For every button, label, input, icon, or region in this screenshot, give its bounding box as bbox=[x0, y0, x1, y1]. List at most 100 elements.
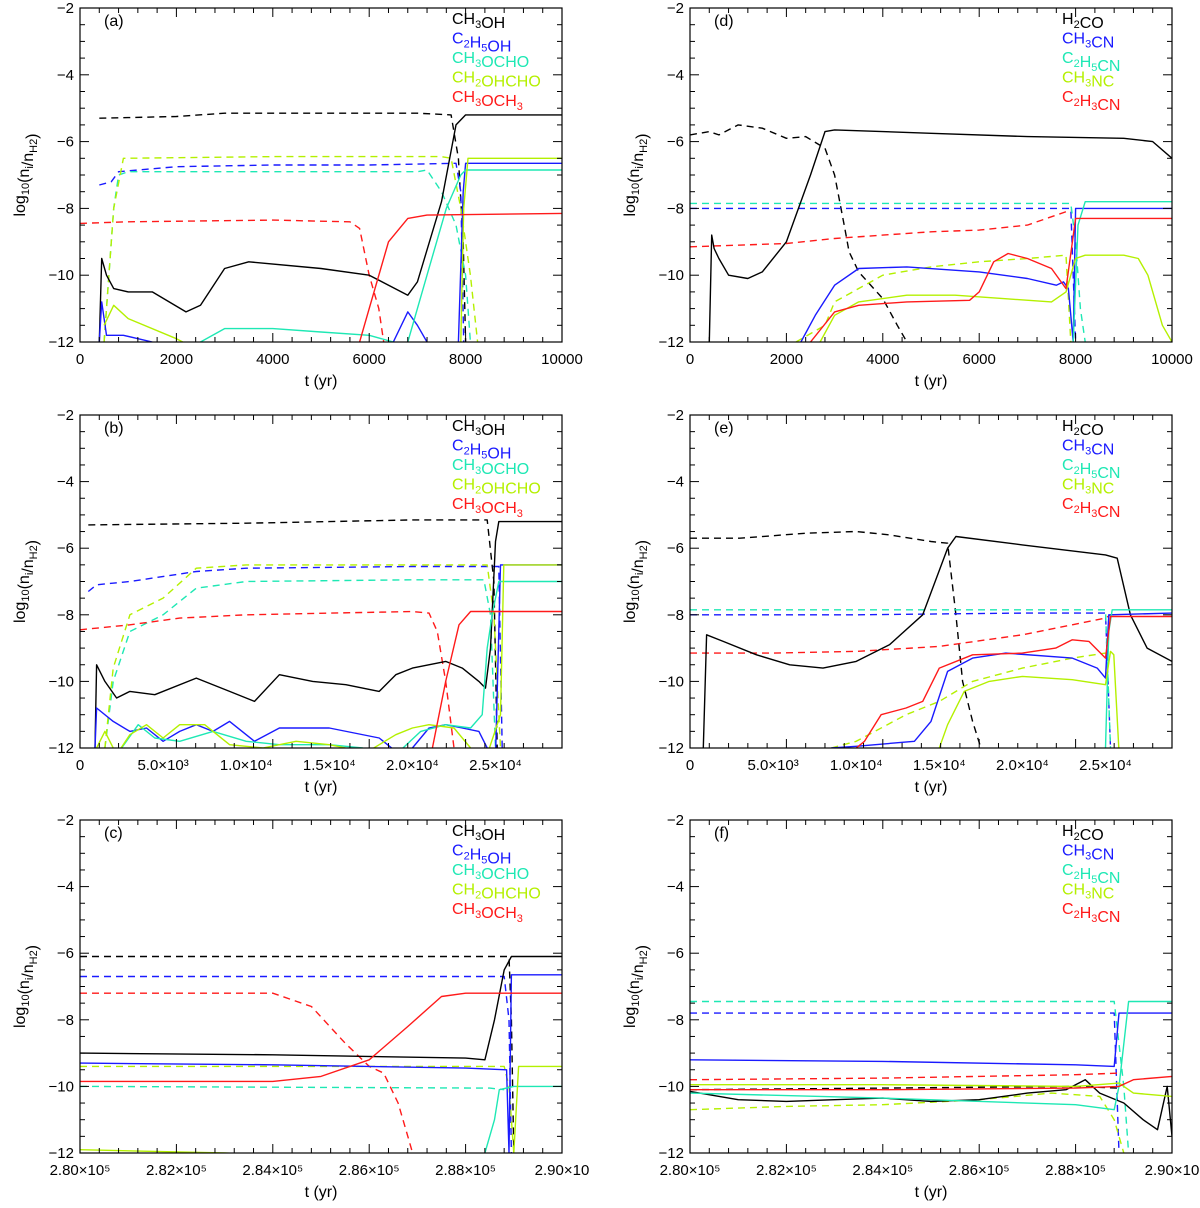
series-line-CH3NC-solid bbox=[819, 254, 1172, 342]
series-line-C2H5OH-dashed bbox=[87, 565, 503, 748]
x-tick-label: 10000 bbox=[541, 351, 583, 368]
x-tick-label: 8000 bbox=[449, 351, 482, 368]
y-tick-label: −4 bbox=[667, 879, 684, 896]
x-tick-label: 1.0×10⁴ bbox=[830, 757, 883, 774]
series-line-CH3OH-dashed bbox=[99, 112, 467, 342]
y-tick-label: −6 bbox=[667, 945, 684, 962]
chart-panel: 0 5.0×10³ 1.0×10⁴ 1.5×10⁴ 2.0×10⁴ 2.5×10⁴ −12 −… bbox=[12, 407, 563, 796]
x-tick-label: 2000 bbox=[160, 351, 193, 368]
series-line-CH2OHCHO-solid bbox=[80, 1149, 240, 1153]
panel-label: (a) bbox=[104, 13, 124, 30]
series-line-CH3OCHO-dashed bbox=[80, 1085, 505, 1091]
y-tick-label: −4 bbox=[57, 474, 74, 491]
series-line-H2CO-solid bbox=[690, 1079, 1172, 1137]
x-tick-label: 2.0×10⁴ bbox=[996, 757, 1049, 774]
x-tick-label: 4000 bbox=[866, 351, 899, 368]
series-line-C2H5OH-solid bbox=[457, 162, 562, 342]
y-tick-label: −8 bbox=[667, 200, 684, 217]
series-line-C2H5OH-dashed bbox=[99, 162, 465, 342]
series-line-CH3CN-dashed bbox=[690, 612, 1112, 748]
series-group bbox=[80, 955, 562, 1153]
y-tick-label: −8 bbox=[57, 200, 74, 217]
series-line-H2CO-solid bbox=[708, 129, 1172, 342]
y-tick-label: −10 bbox=[659, 1078, 684, 1095]
y-tick-label: −6 bbox=[57, 945, 74, 962]
y-tick-label: −6 bbox=[57, 540, 74, 557]
legend-entry-C2H3CN: C2H3CN bbox=[1062, 496, 1120, 521]
series-line-CH3OCH3-dashed bbox=[80, 610, 455, 748]
legend-entry-CH3NC: CH3NC bbox=[1062, 477, 1114, 498]
legend-entry-CH3OH: CH3OH bbox=[452, 823, 505, 844]
y-tick-label: −4 bbox=[57, 879, 74, 896]
x-tick-label: 0 bbox=[686, 757, 694, 774]
series-line-CH3OCHO-solid bbox=[484, 1085, 562, 1153]
y-tick-label: −4 bbox=[667, 474, 684, 491]
x-axis-label: t (yr) bbox=[915, 1184, 948, 1201]
y-tick-label: −2 bbox=[667, 407, 684, 424]
series-line-C2H5CN-solid bbox=[690, 1000, 1172, 1111]
panel-label: (d) bbox=[714, 13, 734, 30]
series-line-C2H3CN-dashed bbox=[690, 1072, 1120, 1081]
y-axis-label: log10(ni/nH2) bbox=[622, 540, 651, 623]
legend-entry-CH2OHCHO: CH2OHCHO bbox=[452, 882, 541, 903]
y-tick-label: −6 bbox=[57, 134, 74, 151]
x-tick-label: 0 bbox=[76, 351, 84, 368]
x-tick-label: 10000 bbox=[1151, 351, 1193, 368]
series-line-CH3OCH3-solid bbox=[431, 610, 562, 748]
x-tick-label: 2.88×10⁵ bbox=[435, 1162, 496, 1179]
y-tick-label: −2 bbox=[57, 0, 74, 17]
series-line-CH3NC-dashed bbox=[795, 254, 1072, 342]
series-group bbox=[80, 519, 562, 748]
series-line-CH3OCH3-dashed bbox=[80, 219, 385, 342]
series-line-H2CO-solid bbox=[702, 535, 1172, 748]
legend-entry-C2H5OH: C2H5OH bbox=[452, 843, 511, 868]
y-tick-label: −12 bbox=[49, 334, 74, 351]
legend-entry-CH3OCHO: CH3OCHO bbox=[452, 862, 529, 883]
y-tick-label: −4 bbox=[667, 67, 684, 84]
series-line-C2H3CN-solid bbox=[809, 217, 1172, 342]
legend-entry-CH2OHCHO: CH2OHCHO bbox=[452, 477, 541, 498]
chart-panel: 2.80×10⁵ 2.82×10⁵ 2.84×10⁵ 2.86×10⁵ 2.88×10⁵… bbox=[622, 812, 1199, 1201]
legend-entry-CH3NC: CH3NC bbox=[1062, 882, 1114, 903]
legend-entry-CH3OCH3: CH3OCH3 bbox=[452, 496, 523, 520]
x-tick-label: 2.5×10⁴ bbox=[1079, 757, 1132, 774]
series-line-C2H5CN-dashed bbox=[690, 609, 1112, 748]
legend-entry-H2CO: H2CO bbox=[1062, 11, 1104, 32]
x-tick-label: 5.0×10³ bbox=[747, 757, 798, 774]
legend-entry-CH3OCH3: CH3OCH3 bbox=[452, 901, 523, 925]
x-tick-label: 6000 bbox=[353, 351, 386, 368]
y-tick-label: −8 bbox=[57, 1012, 74, 1029]
y-tick-label: −12 bbox=[659, 1145, 684, 1162]
series-line-CH3OH-solid bbox=[80, 955, 562, 1061]
legend-entry-CH3OCHO: CH3OCHO bbox=[452, 457, 529, 478]
legend-entry-CH3OCH3: CH3OCH3 bbox=[452, 89, 523, 113]
x-tick-label: 2.84×10⁵ bbox=[242, 1162, 303, 1179]
panel-label: (f) bbox=[714, 825, 729, 842]
x-tick-label: 2.86×10⁵ bbox=[949, 1162, 1010, 1179]
series-group bbox=[690, 1000, 1172, 1153]
y-axis-label: log10(ni/nH2) bbox=[12, 133, 41, 216]
x-tick-label: 2.84×10⁵ bbox=[852, 1162, 913, 1179]
series-line-CH3NC-solid bbox=[938, 650, 1120, 748]
series-line-CH3CN-dashed bbox=[690, 1012, 1120, 1153]
series-line-CH3OCHO-solid bbox=[407, 169, 562, 342]
chart-panel: 0 2000 4000 6000 8000 10000 −12 −10 −8 −6 −4 −2 t (y… bbox=[12, 0, 583, 390]
series-line-CH3NC-solid bbox=[690, 1082, 1172, 1098]
series-line-CH2OHCHO-solid bbox=[513, 1065, 562, 1153]
series-line-H2CO-dashed bbox=[690, 530, 982, 748]
series-line-CH3NC-dashed bbox=[831, 652, 1106, 748]
x-tick-label: 5.0×10³ bbox=[137, 757, 188, 774]
series-line-CH3OCHO-solid bbox=[200, 327, 394, 342]
x-axis-label: t (yr) bbox=[915, 373, 948, 390]
panel-label: (b) bbox=[104, 420, 124, 437]
panel-label: (e) bbox=[714, 420, 734, 437]
series-line-CH2OHCHO-dashed bbox=[104, 564, 502, 748]
series-line-CH3CN-solid bbox=[831, 612, 1172, 748]
series-line-C2H5OH-solid bbox=[392, 311, 428, 342]
x-tick-label: 0 bbox=[76, 757, 84, 774]
series-line-H2CO-dashed bbox=[690, 1085, 1120, 1091]
y-tick-label: −8 bbox=[57, 607, 74, 624]
series-line-C2H3CN-solid bbox=[855, 615, 1172, 748]
y-tick-label: −12 bbox=[49, 1145, 74, 1162]
